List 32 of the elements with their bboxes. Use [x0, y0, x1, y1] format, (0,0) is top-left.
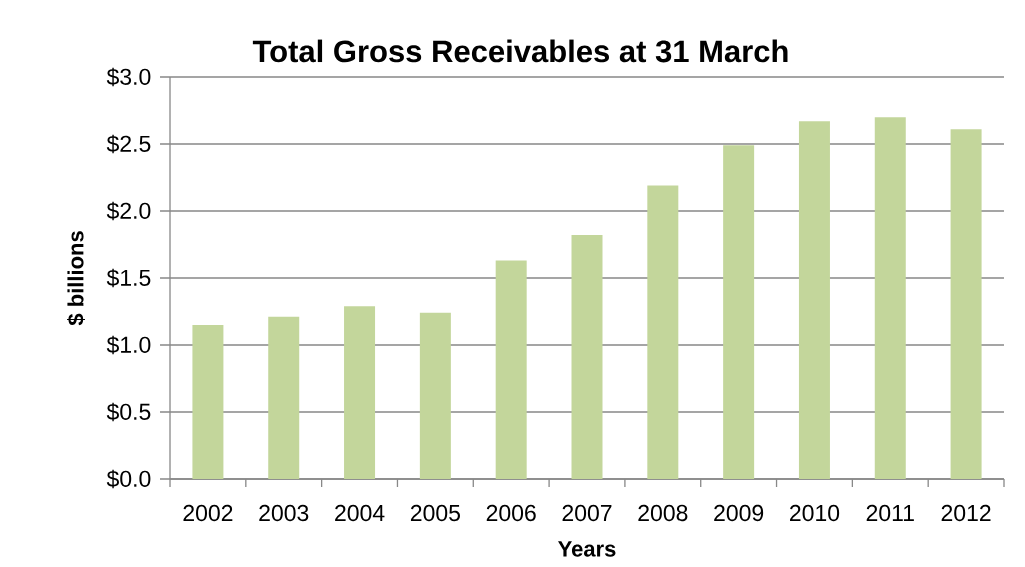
x-tick-label: 2012 — [941, 504, 991, 522]
bar — [874, 117, 906, 479]
bar — [192, 324, 224, 479]
x-tick-label: 2004 — [335, 504, 385, 522]
y-tick-label: $3.0 — [106, 67, 151, 87]
bar — [571, 235, 603, 479]
bar — [419, 312, 451, 479]
x-tick-label: 2006 — [486, 504, 536, 522]
bar — [723, 145, 755, 479]
x-tick-label: 2005 — [410, 504, 460, 522]
x-tick-label: 2002 — [183, 504, 233, 522]
x-tick-label: 2003 — [259, 504, 309, 522]
bar — [344, 306, 376, 479]
x-tick-label: 2008 — [638, 504, 688, 522]
x-axis-title: Years — [558, 541, 616, 557]
x-tick-label: 2009 — [714, 504, 764, 522]
bar — [268, 316, 300, 479]
y-tick-label: $2.0 — [106, 201, 151, 221]
chart-title: Total Gross Receivables at 31 March — [252, 39, 788, 63]
y-tick-label: $0.5 — [106, 402, 151, 422]
x-tick-label: 2007 — [562, 504, 612, 522]
bar — [647, 185, 679, 479]
y-axis-title: $ billions — [67, 231, 85, 326]
y-tick-label: $1.0 — [106, 335, 151, 355]
x-tick-label: 2011 — [866, 504, 914, 522]
bar — [798, 121, 830, 479]
x-tick-label: 2010 — [790, 504, 840, 522]
y-tick-label: $1.5 — [106, 268, 151, 288]
y-tick-label: $2.5 — [106, 134, 151, 154]
bar — [495, 260, 527, 479]
y-tick-label: $0.0 — [106, 469, 151, 489]
bar — [950, 129, 982, 479]
